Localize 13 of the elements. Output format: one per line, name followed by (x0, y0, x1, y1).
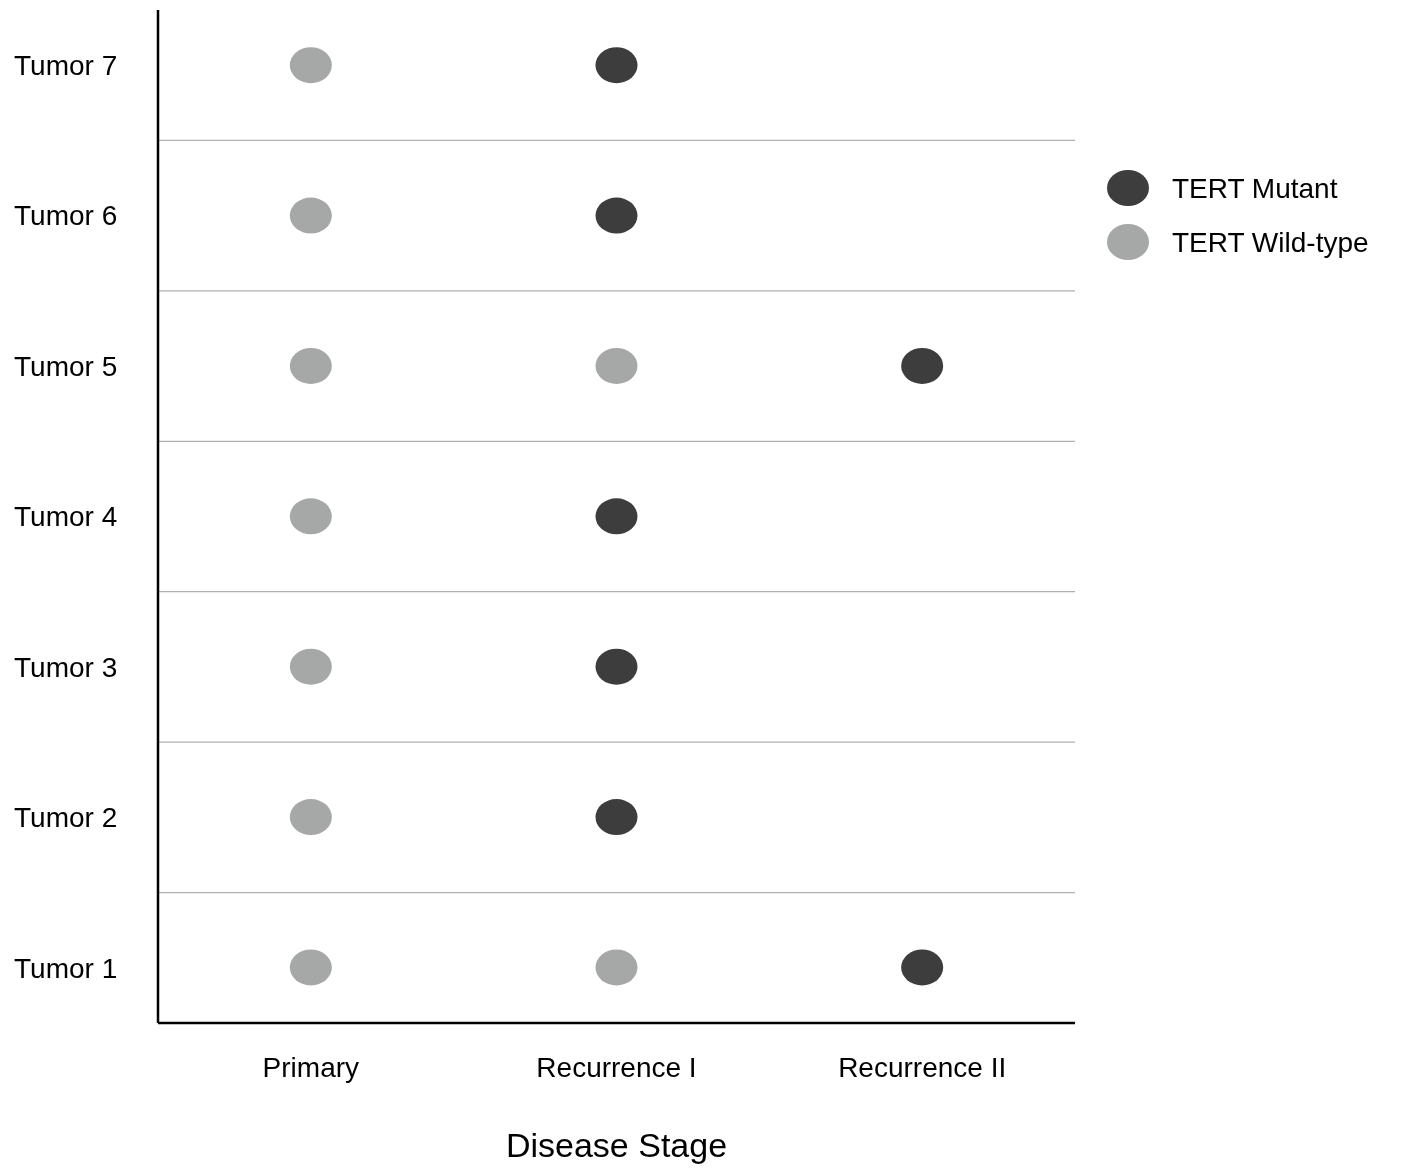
category-label: Tumor 1 (14, 952, 118, 984)
x-axis-title: Disease Stage (505, 1126, 728, 1164)
category-label: Tumor 2 (14, 802, 118, 834)
x-tick-label: Recurrence II (838, 1052, 1007, 1083)
category-label: Tumor 3 (14, 651, 118, 683)
category-label: Tumor 4 (14, 501, 118, 533)
category-label: Tumor 5 (14, 350, 118, 382)
x-tick-label: Recurrence I (536, 1052, 697, 1083)
category-label: Tumor 6 (14, 200, 118, 232)
x-tick-label: Primary (262, 1052, 360, 1083)
legend-label: TERT Wild-type (1172, 226, 1369, 258)
category-label: Tumor 7 (14, 50, 118, 82)
legend-label: TERT Mutant (1172, 172, 1338, 204)
